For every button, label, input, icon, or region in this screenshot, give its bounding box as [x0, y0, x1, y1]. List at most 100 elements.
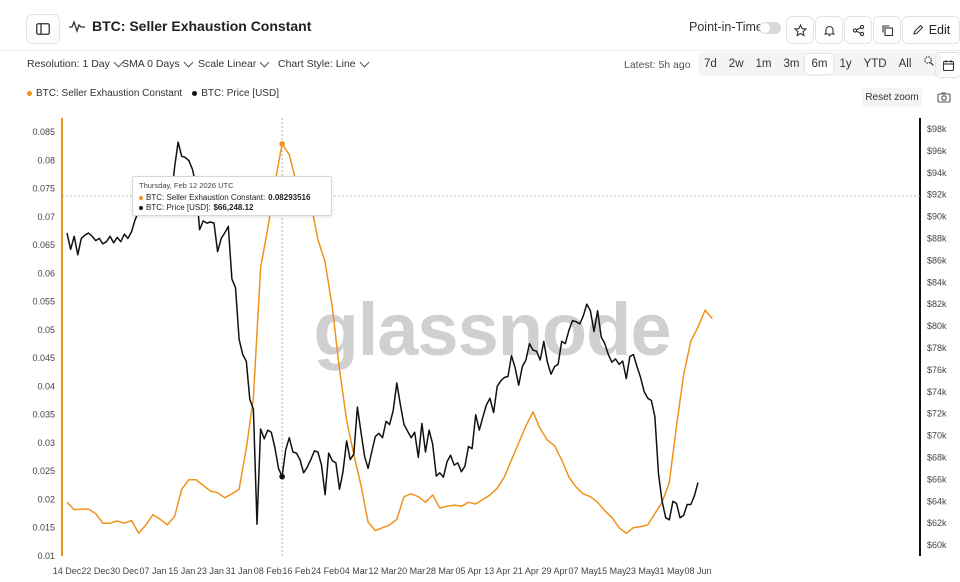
time-range-selector: 7d 2w 1m 3m 6m 1y YTD All — [698, 52, 942, 76]
sma-label: SMA 0 Days — [122, 58, 180, 70]
tooltip-label: BTC: Price [USD]: — [146, 203, 211, 212]
sec-hover-marker — [279, 140, 285, 147]
sec-series-line — [66, 143, 713, 535]
tooltip-row-sec: BTC: Seller Exhaustion Constant: 0.08293… — [139, 193, 310, 202]
right-tick-label: $66k — [927, 474, 947, 484]
sidebar-icon — [36, 23, 50, 35]
x-tick-label: 04 Mar — [340, 566, 368, 576]
hover-markers — [279, 140, 285, 480]
right-tick-label: $72k — [927, 409, 947, 419]
pencil-icon — [913, 24, 923, 35]
legend-dot — [192, 91, 198, 96]
right-tick-label: $80k — [927, 321, 947, 331]
copy-icon — [881, 24, 893, 36]
left-tick-label: 0.01 — [37, 551, 55, 561]
price-hover-marker — [279, 473, 285, 480]
x-tick-label: 31 Jan — [226, 566, 253, 576]
left-tick-label: 0.055 — [32, 297, 55, 307]
alert-button[interactable] — [815, 16, 843, 44]
x-tick-label: 28 Mar — [426, 566, 454, 576]
range-all[interactable]: All — [898, 58, 912, 70]
scale-label: Scale Linear — [198, 58, 257, 70]
left-tick-label: 0.02 — [37, 494, 55, 504]
tooltip-dot — [139, 195, 143, 200]
chart-legend: BTC: Seller Exhaustion Constant BTC: Pri… — [27, 88, 279, 99]
range-2w[interactable]: 2w — [728, 58, 744, 70]
legend-item-price[interactable]: BTC: Price [USD] — [192, 88, 279, 99]
right-tick-label: $74k — [927, 387, 947, 397]
left-tick-label: 0.06 — [37, 268, 55, 278]
point-in-time-label: Point-in-Time — [689, 20, 763, 34]
right-tick-label: $92k — [927, 190, 947, 200]
range-1y[interactable]: 1y — [839, 58, 852, 70]
tooltip-label: BTC: Seller Exhaustion Constant: — [146, 193, 266, 202]
right-tick-label: $60k — [927, 540, 947, 550]
left-tick-label: 0.075 — [32, 184, 55, 194]
tooltip-value: $66,248.12 — [213, 203, 254, 212]
left-tick-label: 0.03 — [37, 438, 55, 448]
favorite-button[interactable] — [786, 16, 814, 44]
x-tick-label: 23 May — [626, 566, 656, 576]
tooltip-dot — [139, 205, 143, 210]
edit-label: Edit — [928, 23, 951, 37]
resolution-dropdown[interactable]: Resolution: 1 Day — [27, 57, 124, 70]
right-tick-label: $62k — [927, 518, 947, 528]
resolution-label: Resolution: 1 Day — [27, 58, 110, 70]
sma-dropdown[interactable]: SMA 0 Days — [122, 57, 194, 70]
range-3m[interactable]: 3m — [783, 58, 800, 70]
x-tick-label: 30 Dec — [110, 566, 139, 576]
chart-tooltip: Thursday, Feb 12 2026 UTC BTC: Seller Ex… — [132, 176, 332, 216]
x-tick-label: 07 Jan — [140, 566, 167, 576]
range-6m[interactable]: 6m — [805, 54, 834, 74]
tooltip-row-price: BTC: Price [USD]: $66,248.12 — [139, 203, 254, 212]
chart-style-dropdown[interactable]: Chart Style: Line — [278, 57, 370, 70]
x-tick-label: 08 Jun — [684, 566, 711, 576]
point-in-time-toggle[interactable] — [759, 22, 781, 34]
right-axis-ticks: $60k $62k $64k $66k $68k $70k $72k $74k $76k $78k… — [927, 124, 947, 550]
legend-item-sec[interactable]: BTC: Seller Exhaustion Constant — [27, 88, 182, 99]
right-tick-label: $68k — [927, 452, 947, 462]
right-tick-label: $88k — [927, 233, 947, 243]
left-tick-label: 0.08 — [37, 155, 55, 165]
watermark: glassnode — [314, 288, 671, 371]
camera-icon — [937, 92, 951, 103]
x-tick-label: 23 Jan — [197, 566, 224, 576]
left-tick-label: 0.085 — [32, 127, 55, 137]
x-tick-label: 24 Feb — [311, 566, 339, 576]
page-title: BTC: Seller Exhaustion Constant — [92, 18, 312, 34]
screenshot-button[interactable] — [935, 89, 953, 105]
range-ytd[interactable]: YTD — [863, 58, 887, 70]
left-tick-label: 0.015 — [32, 523, 55, 533]
x-tick-label: 20 Mar — [397, 566, 425, 576]
share-icon — [852, 24, 864, 36]
line-chart-icon — [69, 20, 85, 33]
x-axis-ticks: 14 Dec 22 Dec 30 Dec 07 Jan 15 Jan 23 Jan 31 J… — [53, 566, 712, 576]
range-7d[interactable]: 7d — [704, 58, 717, 70]
reset-zoom-button[interactable]: Reset zoom — [862, 88, 922, 107]
x-tick-label: 05 Apr — [456, 566, 482, 576]
tooltip-value: 0.08293516 — [268, 193, 311, 202]
share-button[interactable] — [844, 16, 872, 44]
right-tick-label: $90k — [927, 212, 947, 222]
copy-button[interactable] — [873, 16, 901, 44]
right-tick-label: $84k — [927, 277, 947, 287]
left-tick-label: 0.05 — [37, 325, 55, 335]
right-tick-label: $86k — [927, 255, 947, 265]
right-tick-label: $70k — [927, 431, 947, 441]
zoom-select-icon — [924, 56, 935, 66]
sidebar-toggle-button[interactable] — [26, 14, 60, 44]
x-tick-label: 08 Feb — [254, 566, 282, 576]
left-tick-label: 0.04 — [37, 381, 55, 391]
right-tick-label: $82k — [927, 299, 947, 309]
range-1m[interactable]: 1m — [755, 58, 772, 70]
x-tick-label: 14 Dec — [53, 566, 82, 576]
zoom-select-button[interactable] — [917, 52, 941, 76]
date-picker-button[interactable] — [935, 52, 960, 78]
scale-dropdown[interactable]: Scale Linear — [198, 57, 270, 70]
right-tick-label: $76k — [927, 365, 947, 375]
chart-axes — [61, 118, 921, 556]
x-tick-label: 29 Apr — [542, 566, 568, 576]
latest-update: Latest: 5h ago — [624, 59, 691, 71]
left-axis-ticks: 0.01 0.015 0.02 0.025 0.03 0.035 0.04 0.045 0.05… — [32, 127, 55, 561]
